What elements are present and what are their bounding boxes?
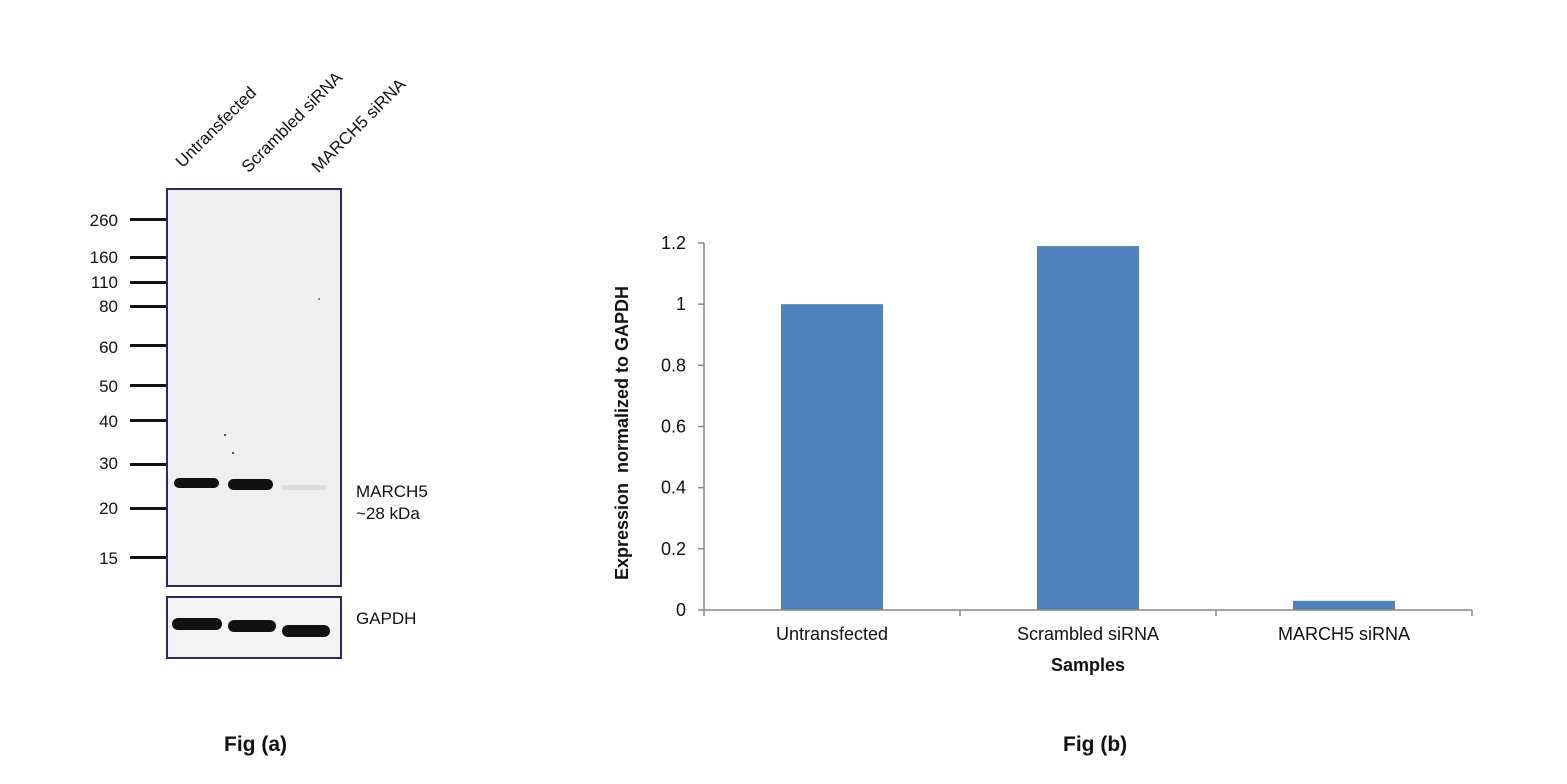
x-tick-label: MARCH5 siRNA [1278,624,1410,644]
mw-tick [130,281,166,284]
mw-label: 260 [89,211,118,230]
blot-membrane [166,188,342,587]
band-march5-scrambled [228,479,273,490]
y-axis-title: Expression normalized to GAPDH [612,286,632,580]
bars-group [781,246,1395,610]
mw-tick [130,344,166,347]
mw-label: 110 [90,273,118,292]
band-gapdh-scrambled [228,620,276,632]
bar-0 [781,304,883,610]
y-tick-label: 0 [676,600,686,620]
mw-label: 30 [99,454,118,473]
band-march5-untransfected [174,478,219,488]
band-gapdh-untransfected [172,618,222,630]
mw-tick [130,218,166,221]
mw-label: 20 [99,499,118,518]
mw-tick [130,305,166,308]
speck [224,434,226,436]
target-size: ~28 kDa [356,504,420,523]
x-tick-label: Untransfected [776,624,888,644]
y-ticks-group: 0 0.2 0.4 0.6 0.8 1 1.2 [661,233,704,620]
loading-control-label: GAPDH [356,609,417,628]
mw-tick [130,419,166,422]
y-tick-label: 1 [676,294,686,314]
mw-label: 40 [99,412,118,431]
target-name: MARCH5 [356,482,428,501]
x-ticks-group: Untransfected Scrambled siRNA MARCH5 siRNA [703,610,1473,644]
figure-caption-b: Fig (b) [1063,733,1128,756]
figure-caption-a: Fig (a) [224,733,287,756]
mw-label: 160 [89,248,118,267]
mw-tick [130,384,166,387]
mw-label: 50 [99,377,118,396]
mw-label: 60 [99,338,118,357]
band-march5-knockdown [282,485,326,490]
target-label: MARCH5 ~28 kDa [356,481,428,525]
mw-tick [130,463,166,466]
mw-tick [130,556,166,559]
y-tick-label: 0.6 [661,417,686,437]
mw-tick [130,507,166,510]
mw-label: 15 [99,549,118,568]
mw-tick [130,256,166,259]
y-tick-label: 0.8 [661,355,686,375]
x-axis-title: Samples [1051,655,1125,675]
speck [318,298,320,300]
y-tick-label: 0.4 [661,478,686,498]
band-gapdh-march5 [282,625,330,637]
y-tick-label: 1.2 [661,233,686,253]
mw-label: 80 [99,297,118,316]
gapdh-membrane [166,596,342,659]
bar-2 [1293,600,1395,610]
bar-1 [1037,246,1139,610]
x-tick-label: Scrambled siRNA [1017,624,1159,644]
speck [232,452,234,454]
y-tick-label: 0.2 [661,539,686,559]
